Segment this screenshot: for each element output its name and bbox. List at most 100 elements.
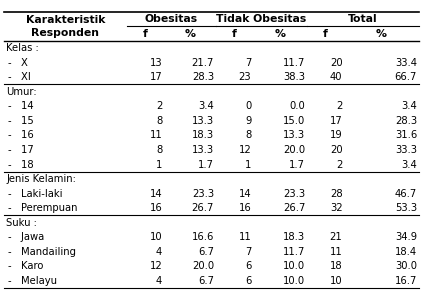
Text: -   17: - 17 [8, 145, 33, 155]
Text: -   X: - X [8, 58, 27, 68]
Text: 14: 14 [150, 189, 162, 199]
Text: 11.7: 11.7 [283, 58, 305, 68]
Text: 8: 8 [245, 130, 251, 140]
Text: 6: 6 [245, 261, 251, 271]
Text: 40: 40 [330, 72, 343, 82]
Text: 12: 12 [239, 145, 251, 155]
Text: -   15: - 15 [8, 116, 33, 126]
Text: 33.4: 33.4 [395, 58, 417, 68]
Text: 4: 4 [156, 276, 162, 286]
Text: 16: 16 [239, 203, 251, 213]
Text: 23.3: 23.3 [192, 189, 214, 199]
Text: 18.3: 18.3 [192, 130, 214, 140]
Text: f: f [232, 29, 237, 39]
Text: 32: 32 [330, 203, 343, 213]
Text: 16: 16 [149, 203, 162, 213]
Text: -   Mandailing: - Mandailing [8, 247, 76, 257]
Text: -   XI: - XI [8, 72, 30, 82]
Text: 10.0: 10.0 [283, 276, 305, 286]
Text: 11.7: 11.7 [283, 247, 305, 257]
Text: 3.4: 3.4 [198, 101, 214, 111]
Text: 13.3: 13.3 [283, 130, 305, 140]
Text: 1: 1 [156, 159, 162, 170]
Text: 2: 2 [156, 101, 162, 111]
Text: Suku :: Suku : [6, 218, 37, 228]
Text: 20.0: 20.0 [192, 261, 214, 271]
Text: 9: 9 [245, 116, 251, 126]
Text: Total: Total [348, 14, 378, 24]
Text: 10.0: 10.0 [283, 261, 305, 271]
Text: 11: 11 [239, 232, 251, 242]
Text: %: % [275, 29, 286, 39]
Text: 20: 20 [330, 58, 343, 68]
Text: 34.9: 34.9 [395, 232, 417, 242]
Text: Karakteristik
Responden: Karakteristik Responden [26, 15, 105, 38]
Text: 1.7: 1.7 [289, 159, 305, 170]
Text: 1: 1 [245, 159, 251, 170]
Text: 30.0: 30.0 [395, 261, 417, 271]
Text: 14: 14 [239, 189, 251, 199]
Text: Kelas :: Kelas : [6, 43, 39, 53]
Text: -   Perempuan: - Perempuan [8, 203, 77, 213]
Text: -   Laki-laki: - Laki-laki [8, 189, 62, 199]
Text: 28.3: 28.3 [395, 116, 417, 126]
Text: 0.0: 0.0 [289, 101, 305, 111]
Text: %: % [376, 29, 387, 39]
Text: 20: 20 [330, 145, 343, 155]
Text: 18.4: 18.4 [395, 247, 417, 257]
Text: 8: 8 [156, 116, 162, 126]
Text: 33.3: 33.3 [395, 145, 417, 155]
Text: 1.7: 1.7 [198, 159, 214, 170]
Text: 6: 6 [245, 276, 251, 286]
Text: 11: 11 [330, 247, 343, 257]
Text: Obesitas: Obesitas [145, 14, 198, 24]
Text: 16.7: 16.7 [395, 276, 417, 286]
Text: Jenis Kelamin:: Jenis Kelamin: [6, 174, 76, 184]
Text: 28: 28 [330, 189, 343, 199]
Text: 28.3: 28.3 [192, 72, 214, 82]
Text: 20.0: 20.0 [283, 145, 305, 155]
Text: -   18: - 18 [8, 159, 33, 170]
Text: 10: 10 [330, 276, 343, 286]
Text: 7: 7 [245, 247, 251, 257]
Text: -   Melayu: - Melayu [8, 276, 57, 286]
Text: 23: 23 [239, 72, 251, 82]
Text: 26.7: 26.7 [283, 203, 305, 213]
Text: 38.3: 38.3 [283, 72, 305, 82]
Text: -   Jawa: - Jawa [8, 232, 44, 242]
Text: 31.6: 31.6 [395, 130, 417, 140]
Text: 6.7: 6.7 [198, 276, 214, 286]
Text: f: f [143, 29, 148, 39]
Text: 46.7: 46.7 [395, 189, 417, 199]
Text: 17: 17 [330, 116, 343, 126]
Text: 13: 13 [150, 58, 162, 68]
Text: f: f [323, 29, 328, 39]
Text: 13.3: 13.3 [192, 116, 214, 126]
Text: -   14: - 14 [8, 101, 33, 111]
Text: 21.7: 21.7 [192, 58, 214, 68]
Text: 2: 2 [336, 159, 343, 170]
Text: 11: 11 [149, 130, 162, 140]
Text: 13.3: 13.3 [192, 145, 214, 155]
Text: 21: 21 [330, 232, 343, 242]
Text: 12: 12 [149, 261, 162, 271]
Text: 23.3: 23.3 [283, 189, 305, 199]
Text: Umur:: Umur: [6, 87, 37, 97]
Text: 4: 4 [156, 247, 162, 257]
Text: 3.4: 3.4 [401, 159, 417, 170]
Text: Tidak Obesitas: Tidak Obesitas [216, 14, 306, 24]
Text: 66.7: 66.7 [395, 72, 417, 82]
Text: 3.4: 3.4 [401, 101, 417, 111]
Text: 8: 8 [156, 145, 162, 155]
Text: 2: 2 [336, 101, 343, 111]
Text: 18.3: 18.3 [283, 232, 305, 242]
Text: 0: 0 [245, 101, 251, 111]
Text: 19: 19 [330, 130, 343, 140]
Text: -   16: - 16 [8, 130, 33, 140]
Text: 7: 7 [245, 58, 251, 68]
Text: -   Karo: - Karo [8, 261, 43, 271]
Text: 6.7: 6.7 [198, 247, 214, 257]
Text: 15.0: 15.0 [283, 116, 305, 126]
Text: 17: 17 [149, 72, 162, 82]
Text: 10: 10 [150, 232, 162, 242]
